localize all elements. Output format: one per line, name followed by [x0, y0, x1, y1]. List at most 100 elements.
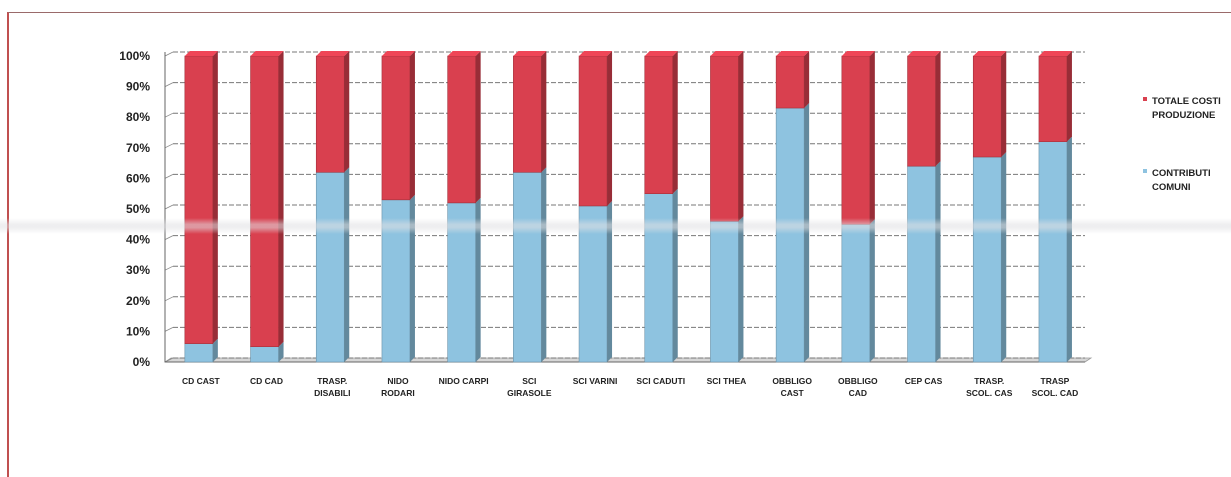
bar-segment-side: [804, 103, 810, 363]
bar-segment-totale: [250, 55, 279, 348]
bar-segment-side: [1001, 151, 1007, 362]
page-border: [7, 12, 1231, 477]
x-category-label: SCI: [522, 376, 536, 386]
x-category-label: NIDO CARPI: [439, 376, 489, 386]
y-tick-label: 80%: [126, 110, 150, 124]
bar-segment-side: [278, 341, 284, 362]
bar-segment-contributi: [315, 171, 345, 363]
x-category-label: SCI THEA: [707, 376, 747, 386]
bar-segment-totale: [447, 55, 476, 204]
x-category-label: CAST: [781, 388, 805, 398]
legend-label: TOTALE COSTI: [1152, 96, 1221, 107]
y-tick-label: 40%: [126, 233, 150, 247]
bar-segment-side: [935, 51, 941, 167]
bar-segment-side: [607, 51, 613, 206]
bar-top: [973, 51, 1007, 56]
bar-segment-contributi: [578, 205, 608, 363]
bar-segment-totale: [710, 55, 739, 222]
bar-segment-side: [672, 51, 678, 194]
x-category-label: CD CAD: [250, 376, 283, 386]
bar-segment-side: [409, 51, 415, 200]
bar-segment-totale: [513, 55, 542, 173]
legend-swatch: [1143, 97, 1147, 101]
x-category-label: RODARI: [381, 388, 415, 398]
x-category-label: CAD: [849, 388, 867, 398]
y-tick-label: 50%: [126, 202, 150, 216]
bar-segment-totale: [315, 55, 345, 173]
bar-segment-side: [738, 51, 744, 222]
bar-segment-side: [1001, 51, 1007, 157]
bar-segment-side: [738, 216, 744, 362]
x-category-label: SCOL. CAS: [966, 388, 1013, 398]
bar-segment-totale: [644, 55, 674, 194]
bar-segment-contributi: [710, 220, 739, 363]
bar-top: [447, 51, 481, 56]
x-category-label: DISABILI: [314, 388, 350, 398]
bar-segment-contributi: [907, 165, 936, 363]
x-category-label: NIDO: [387, 376, 409, 386]
y-tick-label: 60%: [126, 171, 150, 185]
gridline-depth: [164, 265, 174, 271]
bar-top: [1038, 51, 1072, 56]
gridline-depth: [164, 357, 174, 363]
x-category-label: OBBLIGO: [838, 376, 878, 386]
bar-segment-totale: [1038, 55, 1068, 142]
gridline-depth: [164, 327, 174, 332]
bar-segment-contributi: [841, 224, 871, 363]
bar-segment-side: [1066, 51, 1072, 142]
y-tick-label: 100%: [119, 49, 150, 63]
bar-segment-contributi: [1038, 141, 1068, 363]
bar-segment-totale: [841, 55, 871, 225]
bar-segment-contributi: [447, 202, 476, 363]
x-category-label: SCOL. CAD: [1032, 388, 1079, 398]
bar-top: [907, 51, 941, 56]
bar-segment-side: [475, 197, 481, 362]
bar-segment-totale: [972, 55, 1002, 158]
bar-segment-side: [212, 51, 218, 344]
bar-top: [513, 51, 547, 56]
gridline-depth: [164, 204, 174, 210]
bar-top: [184, 51, 218, 56]
bar-segment-contributi: [513, 171, 542, 363]
gridline-depth: [164, 82, 174, 87]
chart-floor: [163, 357, 1093, 363]
bar-segment-totale: [578, 55, 608, 207]
x-category-label: CD CAST: [182, 376, 221, 386]
x-category-label: CEP CAS: [905, 376, 943, 386]
bar-top: [841, 51, 875, 56]
bar-top: [776, 51, 810, 56]
bar-segment-side: [541, 51, 547, 173]
bar-segment-totale: [381, 55, 411, 201]
legend-swatch: [1143, 169, 1147, 173]
bar-segment-totale: [907, 55, 936, 167]
bar-segment-side: [804, 51, 810, 109]
bar-segment-side: [1066, 136, 1072, 362]
bar-segment-contributi: [381, 199, 411, 363]
bar-segment-contributi: [972, 156, 1002, 363]
x-category-label: OBBLIGO: [772, 376, 812, 386]
bar-segment-side: [409, 194, 415, 362]
bar-segment-totale: [775, 55, 805, 109]
bar-segment-contributi: [184, 343, 214, 363]
x-category-label: SCI VARINI: [573, 376, 618, 386]
x-category-label: GIRASOLE: [507, 388, 552, 398]
bar-top: [250, 51, 284, 56]
gridline-depth: [164, 143, 174, 149]
bar-segment-contributi: [775, 107, 805, 363]
x-category-label: SCI CADUTI: [636, 376, 685, 386]
legend-label: PRODUZIONE: [1152, 110, 1215, 121]
bar-segment-side: [344, 51, 350, 173]
bar-top: [316, 51, 350, 56]
bar-segment-side: [935, 161, 941, 362]
bar-segment-contributi: [250, 346, 279, 363]
bar-segment-side: [212, 338, 218, 362]
bar-segment-side: [869, 51, 875, 225]
bar-segment-side: [278, 51, 284, 347]
y-tick-label: 30%: [126, 263, 150, 277]
gridline-depth: [164, 296, 174, 302]
y-tick-label: 70%: [126, 141, 150, 155]
bar-segment-totale: [184, 55, 214, 344]
x-category-label: TRASP: [1041, 376, 1070, 386]
bar-top: [381, 51, 415, 56]
